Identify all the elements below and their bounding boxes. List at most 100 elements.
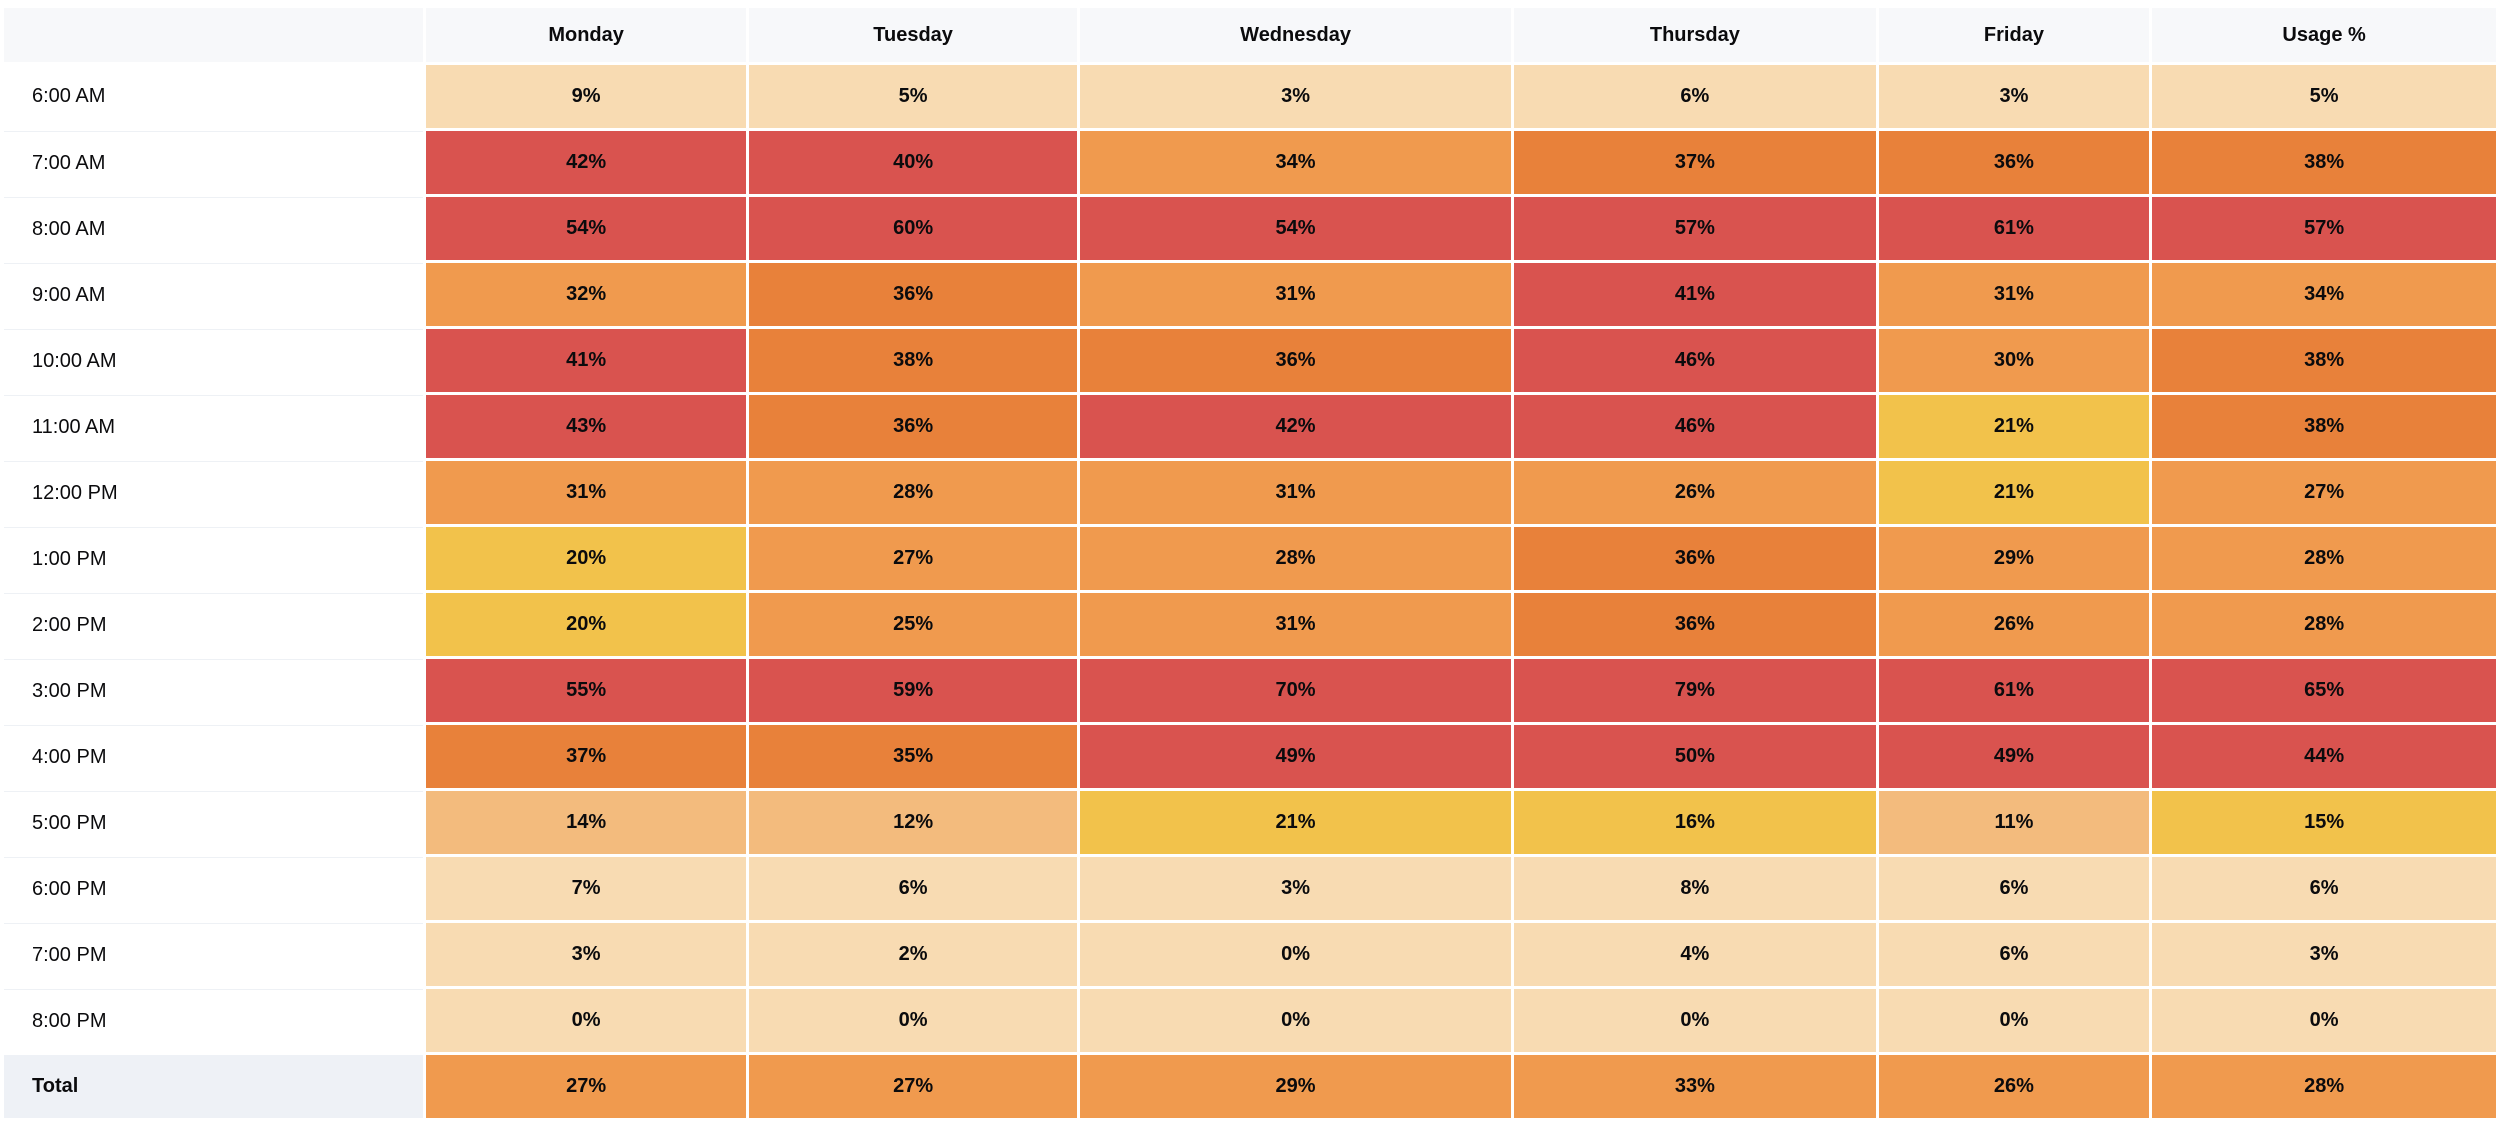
- row-label: 8:00 PM: [4, 989, 424, 1052]
- heatmap-cell: 31%: [1080, 461, 1512, 524]
- heatmap-cell: 49%: [1878, 725, 2150, 788]
- heatmap-cell: 29%: [1080, 1055, 1512, 1118]
- row-label: 10:00 AM: [4, 329, 424, 392]
- row-label: 2:00 PM: [4, 593, 424, 656]
- column-header-thursday: Thursday: [1514, 8, 1876, 62]
- table-row: 3:00 PM 55% 59% 70% 79% 61% 65%: [4, 659, 2496, 722]
- heatmap-cell: 42%: [426, 131, 747, 194]
- heatmap-cell: 34%: [1080, 131, 1512, 194]
- row-label: 9:00 AM: [4, 263, 424, 326]
- row-label: 7:00 PM: [4, 923, 424, 986]
- table-row: 1:00 PM 20% 27% 28% 36% 29% 28%: [4, 527, 2496, 590]
- heatmap-cell: 59%: [749, 659, 1078, 722]
- heatmap-cell: 0%: [1080, 989, 1512, 1052]
- heatmap-cell: 9%: [426, 65, 747, 128]
- heatmap-cell: 42%: [1080, 395, 1512, 458]
- heatmap-cell: 6%: [2152, 857, 2496, 920]
- heatmap-cell: 38%: [749, 329, 1078, 392]
- heatmap-cell: 21%: [1080, 791, 1512, 854]
- heatmap-cell: 26%: [1514, 461, 1876, 524]
- total-row: Total 27% 27% 29% 33% 26% 28%: [4, 1055, 2496, 1118]
- heatmap-cell: 2%: [749, 923, 1078, 986]
- table-row: 6:00 AM 9% 5% 3% 6% 3% 5%: [4, 65, 2496, 128]
- table-row: 7:00 AM 42% 40% 34% 37% 36% 38%: [4, 131, 2496, 194]
- heatmap-cell: 34%: [2152, 263, 2496, 326]
- row-label: 1:00 PM: [4, 527, 424, 590]
- table-header-corner: [4, 8, 424, 62]
- heatmap-cell: 11%: [1878, 791, 2150, 854]
- heatmap-cell: 36%: [1514, 593, 1876, 656]
- heatmap-cell: 6%: [749, 857, 1078, 920]
- heatmap-cell: 44%: [2152, 725, 2496, 788]
- heatmap-cell: 27%: [426, 1055, 747, 1118]
- heatmap-cell: 31%: [426, 461, 747, 524]
- heatmap-cell: 0%: [749, 989, 1078, 1052]
- heatmap-cell: 31%: [1080, 263, 1512, 326]
- heatmap-cell: 61%: [1878, 197, 2150, 260]
- heatmap-cell: 54%: [426, 197, 747, 260]
- heatmap-cell: 27%: [749, 527, 1078, 590]
- column-header-monday: Monday: [426, 8, 747, 62]
- heatmap-cell: 55%: [426, 659, 747, 722]
- table-header-row: Monday Tuesday Wednesday Thursday Friday Usag…: [4, 8, 2496, 62]
- heatmap-cell: 4%: [1514, 923, 1876, 986]
- heatmap-cell: 8%: [1514, 857, 1876, 920]
- heatmap-cell: 61%: [1878, 659, 2150, 722]
- heatmap-cell: 12%: [749, 791, 1078, 854]
- row-label: 5:00 PM: [4, 791, 424, 854]
- heatmap-cell: 14%: [426, 791, 747, 854]
- heatmap-cell: 43%: [426, 395, 747, 458]
- row-label: 6:00 PM: [4, 857, 424, 920]
- heatmap-cell: 41%: [426, 329, 747, 392]
- row-label: 7:00 AM: [4, 131, 424, 194]
- table-row: 11:00 AM 43% 36% 42% 46% 21% 38%: [4, 395, 2496, 458]
- row-label: 11:00 AM: [4, 395, 424, 458]
- row-label: 6:00 AM: [4, 65, 424, 128]
- heatmap-cell: 16%: [1514, 791, 1876, 854]
- heatmap-cell: 7%: [426, 857, 747, 920]
- table-row: 8:00 AM 54% 60% 54% 57% 61% 57%: [4, 197, 2496, 260]
- heatmap-cell: 36%: [1514, 527, 1876, 590]
- heatmap-cell: 30%: [1878, 329, 2150, 392]
- heatmap-cell: 6%: [1514, 65, 1876, 128]
- heatmap-cell: 41%: [1514, 263, 1876, 326]
- heatmap-cell: 36%: [749, 263, 1078, 326]
- heatmap-cell: 3%: [2152, 923, 2496, 986]
- heatmap-cell: 26%: [1878, 593, 2150, 656]
- heatmap-cell: 29%: [1878, 527, 2150, 590]
- heatmap-cell: 3%: [1080, 857, 1512, 920]
- heatmap-cell: 28%: [2152, 527, 2496, 590]
- heatmap-cell: 25%: [749, 593, 1078, 656]
- heatmap-cell: 57%: [2152, 197, 2496, 260]
- heatmap-cell: 54%: [1080, 197, 1512, 260]
- row-label: 3:00 PM: [4, 659, 424, 722]
- table-row: 12:00 PM 31% 28% 31% 26% 21% 27%: [4, 461, 2496, 524]
- heatmap-cell: 65%: [2152, 659, 2496, 722]
- heatmap-cell: 46%: [1514, 395, 1876, 458]
- row-label: 12:00 PM: [4, 461, 424, 524]
- heatmap-cell: 57%: [1514, 197, 1876, 260]
- heatmap-cell: 0%: [2152, 989, 2496, 1052]
- heatmap-cell: 36%: [1080, 329, 1512, 392]
- table-row: 8:00 PM 0% 0% 0% 0% 0% 0%: [4, 989, 2496, 1052]
- heatmap-cell: 28%: [1080, 527, 1512, 590]
- row-label: 8:00 AM: [4, 197, 424, 260]
- heatmap-cell: 35%: [749, 725, 1078, 788]
- table-row: 4:00 PM 37% 35% 49% 50% 49% 44%: [4, 725, 2496, 788]
- heatmap-cell: 6%: [1878, 923, 2150, 986]
- heatmap-cell: 27%: [749, 1055, 1078, 1118]
- heatmap-cell: 46%: [1514, 329, 1876, 392]
- table-row: 5:00 PM 14% 12% 21% 16% 11% 15%: [4, 791, 2496, 854]
- heatmap-cell: 21%: [1878, 395, 2150, 458]
- heatmap-cell: 6%: [1878, 857, 2150, 920]
- heatmap-cell: 70%: [1080, 659, 1512, 722]
- heatmap-cell: 38%: [2152, 329, 2496, 392]
- heatmap-cell: 49%: [1080, 725, 1512, 788]
- heatmap-cell: 37%: [426, 725, 747, 788]
- table-row: 10:00 AM 41% 38% 36% 46% 30% 38%: [4, 329, 2496, 392]
- heatmap-cell: 31%: [1080, 593, 1512, 656]
- table-body: 6:00 AM 9% 5% 3% 6% 3% 5% 7:00 AM 42% 40% 34% 37…: [4, 65, 2496, 1118]
- heatmap-cell: 33%: [1514, 1055, 1876, 1118]
- heatmap-cell: 28%: [2152, 1055, 2496, 1118]
